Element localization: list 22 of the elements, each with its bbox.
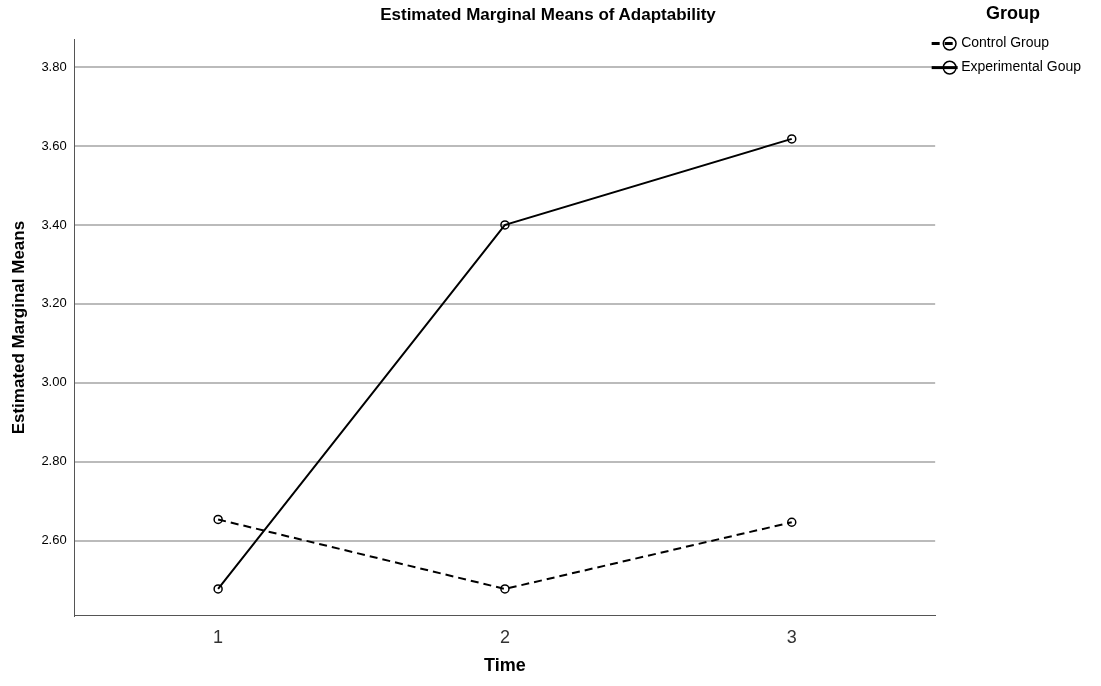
point xyxy=(213,514,223,525)
legend-title: Group xyxy=(986,2,1041,23)
x-tick-label: 3 xyxy=(786,626,797,647)
y-tick-label: 2.80 xyxy=(41,453,67,469)
y-tick-label: 3.60 xyxy=(41,137,67,153)
y-tick-label: 3.00 xyxy=(41,374,67,390)
legend-label: Experimental Goup xyxy=(961,58,1082,75)
y-tick-label: 3.20 xyxy=(41,295,67,311)
chart-title: Estimated Marginal Means of Adaptability xyxy=(380,4,717,24)
y-tick-label: 3.80 xyxy=(41,58,67,74)
x-axis-title: Time xyxy=(484,655,526,676)
point xyxy=(500,584,510,594)
y-axis-title: Estimated Marginal Means xyxy=(8,220,28,435)
point xyxy=(500,220,510,230)
x-tick-label: 2 xyxy=(499,626,510,647)
point xyxy=(213,584,223,594)
y-tick-label: 3.40 xyxy=(41,216,67,232)
x-tick-label: 1 xyxy=(213,626,224,647)
legend-label: Control Group xyxy=(961,34,1050,51)
point xyxy=(787,517,797,527)
y-tick-label: 2.60 xyxy=(41,532,67,548)
point xyxy=(787,134,797,144)
